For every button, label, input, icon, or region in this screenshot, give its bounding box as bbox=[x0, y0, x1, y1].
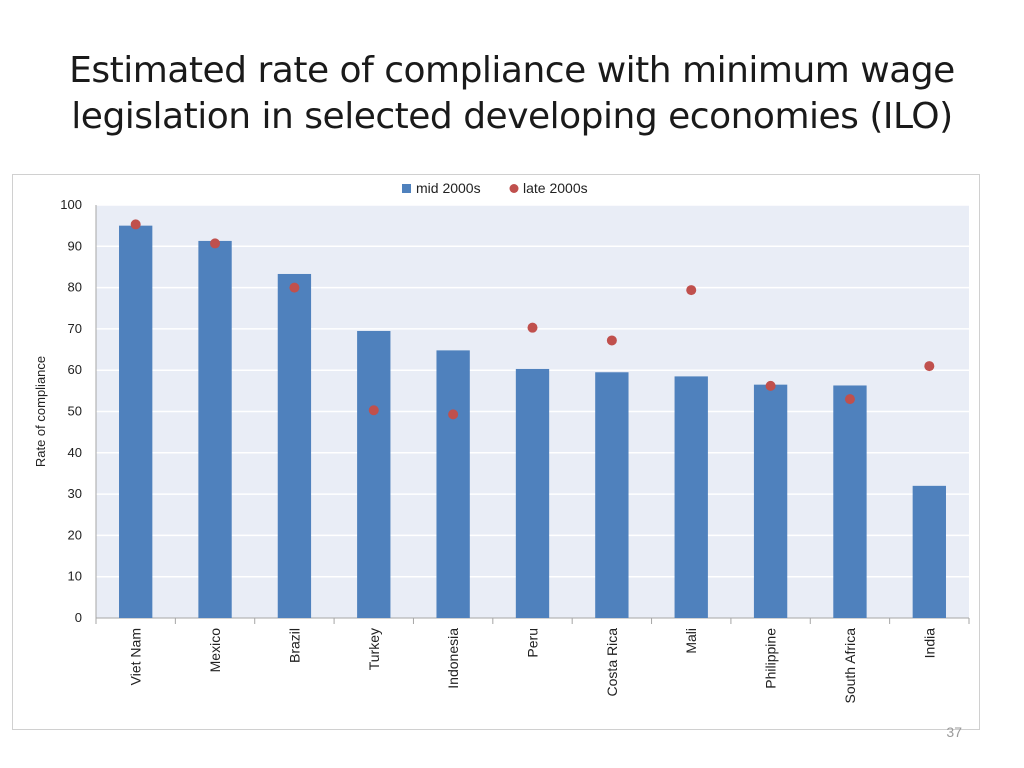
y-tick-label: 20 bbox=[68, 527, 82, 542]
slide-title-line-2: legislation in selected developing econo… bbox=[71, 96, 953, 137]
x-tick-label: South Africa bbox=[842, 628, 858, 704]
legend-label-mid-2000s: mid 2000s bbox=[416, 180, 481, 196]
bar-mid-2000s bbox=[674, 376, 708, 618]
y-tick-label: 40 bbox=[68, 445, 82, 460]
y-tick-label: 70 bbox=[68, 321, 82, 336]
legend-label-late-2000s: late 2000s bbox=[523, 180, 588, 196]
point-late-2000s bbox=[765, 380, 776, 391]
y-tick-label: 80 bbox=[68, 280, 82, 295]
legend-swatch-late-2000s bbox=[509, 184, 519, 193]
compliance-chart: 0 10 20 30 40 50 60 70 80 90 100 Rate of compliance… bbox=[33, 180, 970, 704]
x-tick-label: India bbox=[921, 628, 937, 659]
x-tick-label: Philippine bbox=[763, 628, 779, 689]
bar-mid-2000s bbox=[595, 372, 629, 618]
point-late-2000s bbox=[606, 335, 617, 346]
y-tick-label: 10 bbox=[68, 569, 82, 584]
bar-mid-2000s bbox=[277, 273, 312, 618]
bar-mid-2000s bbox=[833, 385, 867, 618]
y-tick-label: 100 bbox=[60, 197, 82, 212]
bar-mid-2000s bbox=[515, 368, 550, 618]
bar-mid-2000s bbox=[753, 384, 788, 618]
x-tick-label: Peru bbox=[525, 628, 541, 658]
bar-mid-2000s bbox=[198, 240, 232, 618]
y-tick-label: 30 bbox=[68, 486, 82, 501]
point-late-2000s bbox=[289, 282, 300, 293]
y-tick-label: 90 bbox=[68, 238, 82, 253]
bar-mid-2000s bbox=[436, 350, 470, 618]
y-tick-label: 50 bbox=[68, 404, 82, 419]
page-number: 37 bbox=[946, 724, 962, 740]
y-axis-title: Rate of compliance bbox=[33, 356, 48, 467]
legend-swatch-mid-2000s bbox=[402, 184, 411, 193]
point-late-2000s bbox=[686, 285, 697, 296]
bar-mid-2000s bbox=[119, 225, 153, 618]
y-tick-label: 60 bbox=[68, 362, 82, 377]
point-late-2000s bbox=[368, 405, 379, 416]
x-tick-label: Mexico bbox=[207, 628, 223, 673]
point-late-2000s bbox=[924, 361, 935, 372]
bar-mid-2000s bbox=[912, 485, 946, 618]
point-late-2000s bbox=[448, 409, 459, 420]
x-tick-label: Viet Nam bbox=[128, 628, 144, 685]
slide-title: Estimated rate of compliance with minimu… bbox=[0, 48, 1024, 140]
x-tick-label: Turkey bbox=[366, 628, 382, 670]
x-tick-label: Costa Rica bbox=[604, 628, 620, 697]
x-tick-label: Brazil bbox=[286, 628, 302, 663]
x-tick-label: Mali bbox=[683, 628, 699, 654]
point-late-2000s bbox=[130, 219, 141, 230]
point-late-2000s bbox=[527, 322, 538, 333]
chart-frame: 0 10 20 30 40 50 60 70 80 90 100 Rate of compliance… bbox=[12, 174, 980, 730]
point-late-2000s bbox=[844, 394, 855, 405]
x-tick-label: Indonesia bbox=[445, 628, 461, 689]
bar-mid-2000s bbox=[357, 330, 391, 618]
y-tick-label: 0 bbox=[75, 610, 82, 625]
slide-title-line-1: Estimated rate of compliance with minimu… bbox=[69, 50, 955, 91]
point-late-2000s bbox=[210, 238, 221, 249]
